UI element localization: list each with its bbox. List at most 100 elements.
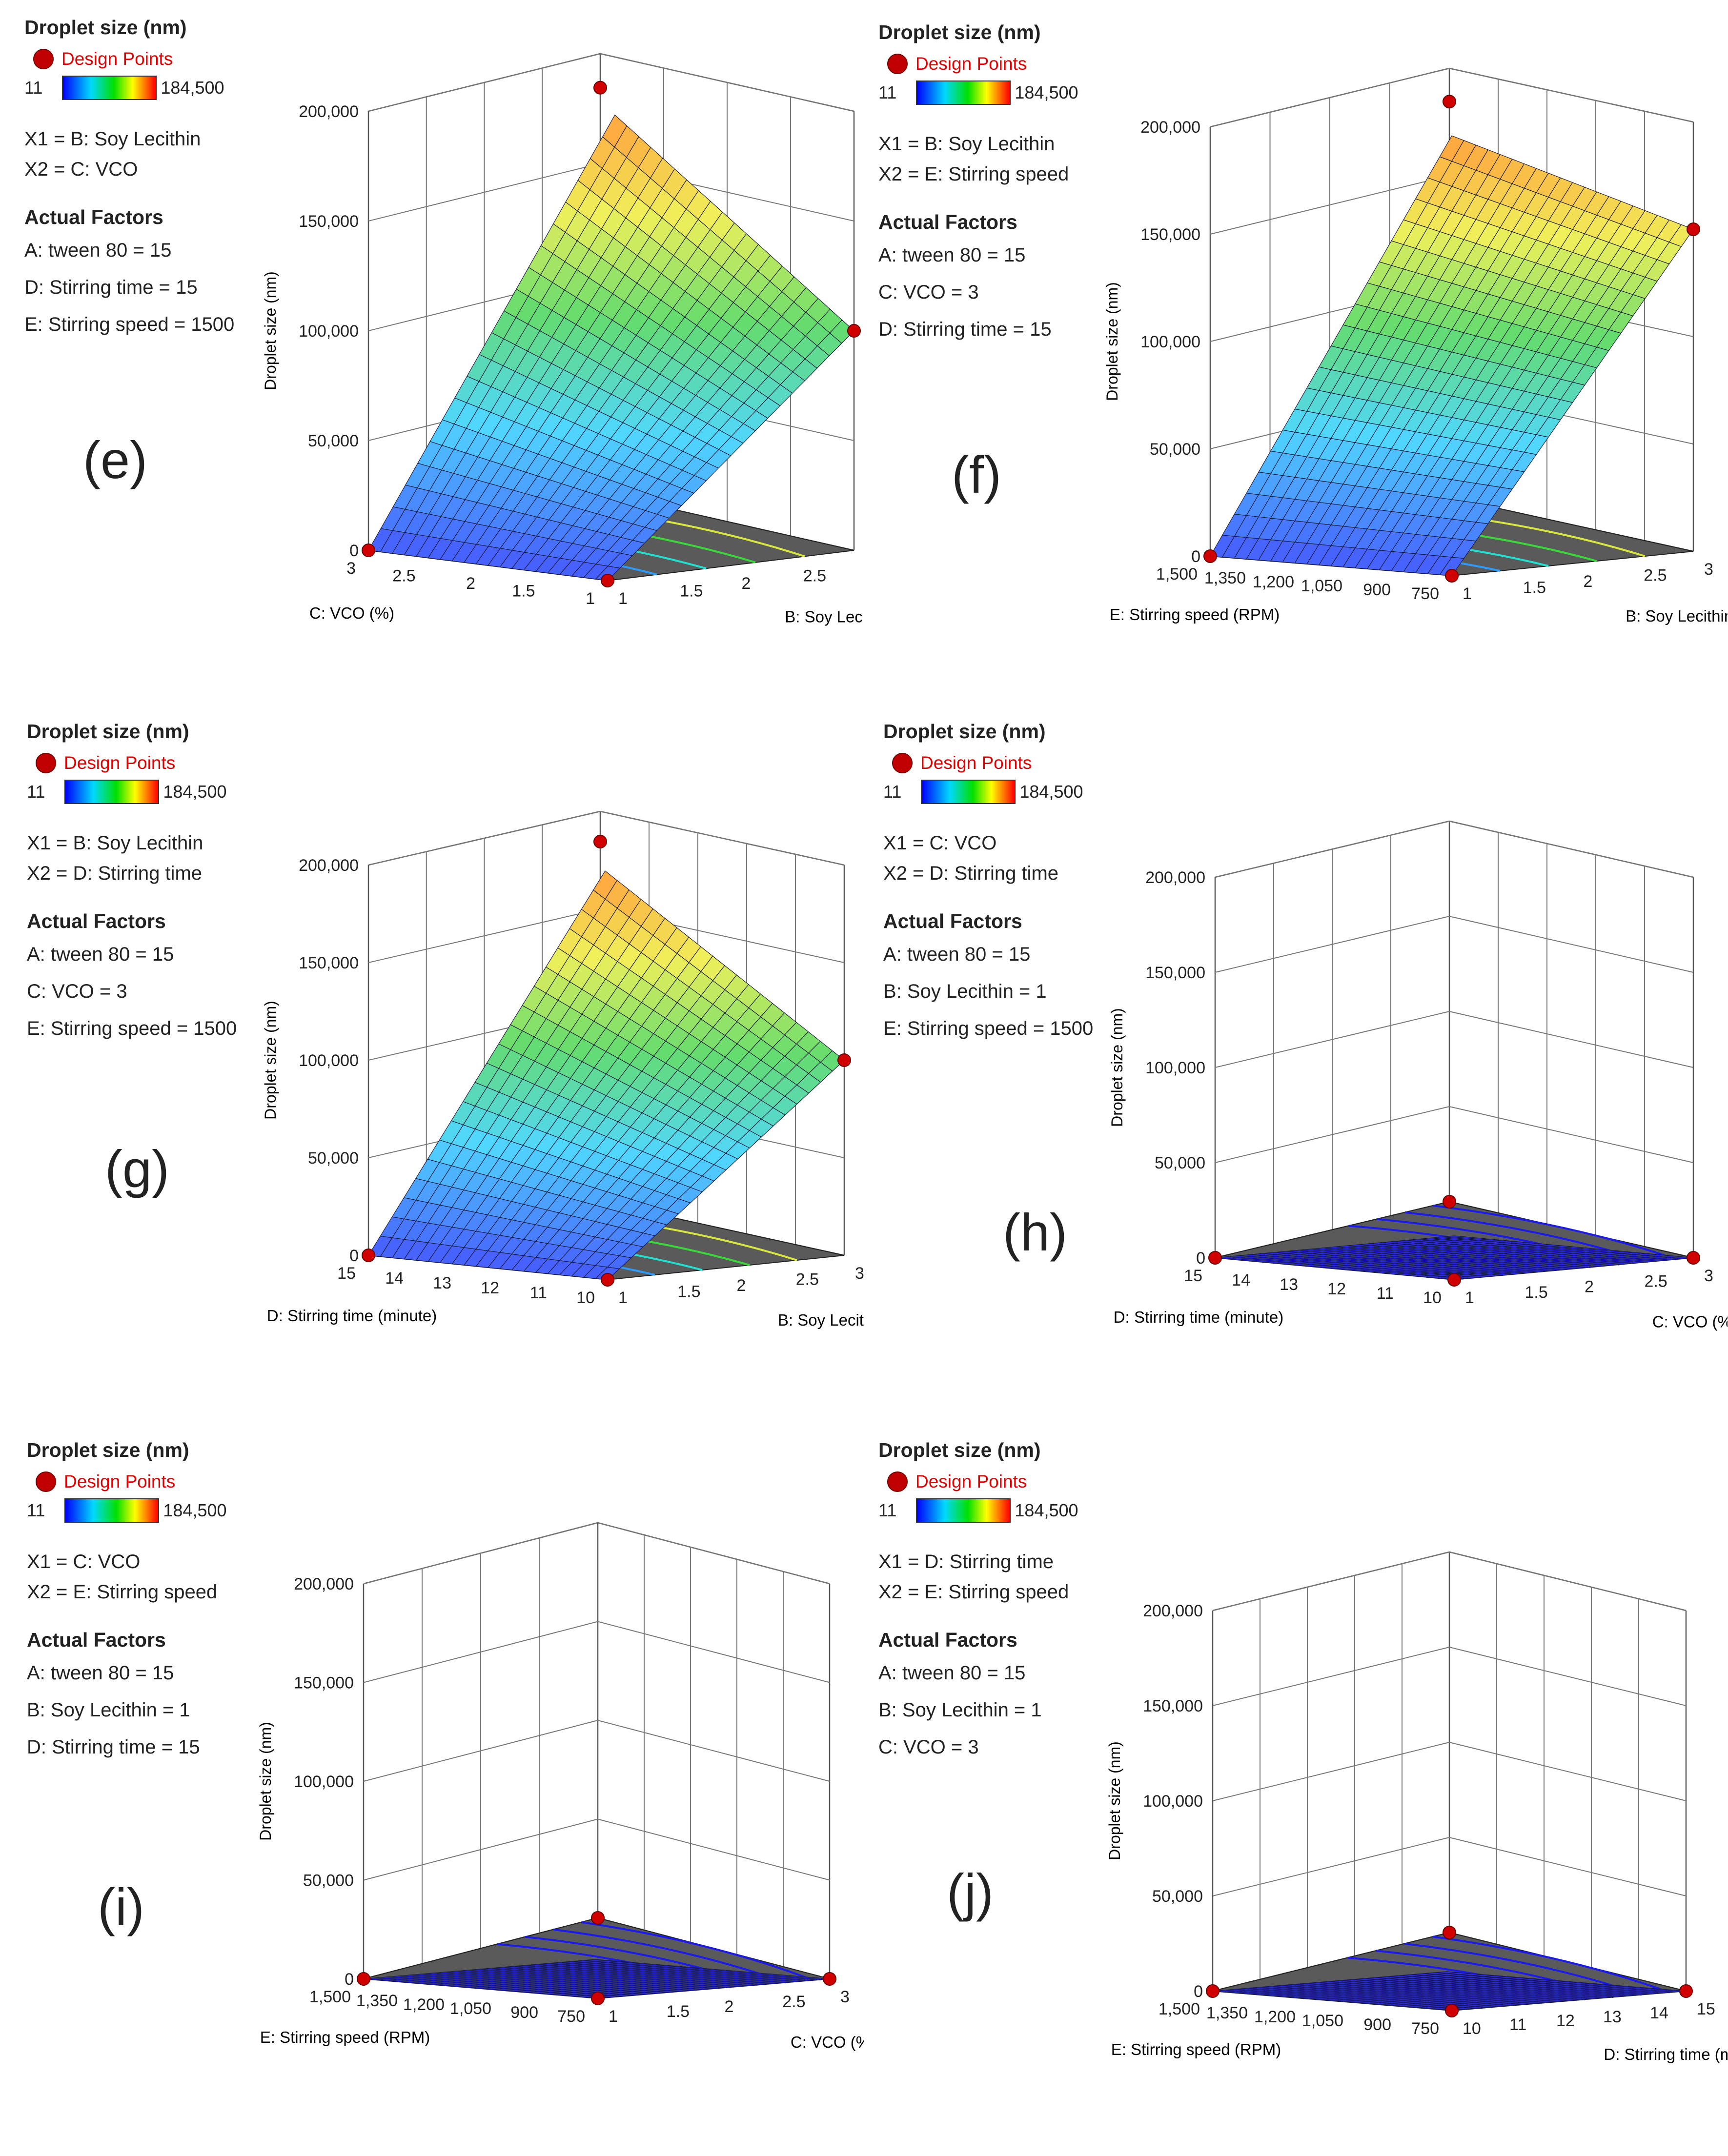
left-axis-tick-label: 1,050 bbox=[450, 1999, 491, 2018]
left-axis-title: C: VCO (%) bbox=[309, 604, 394, 622]
actual-factor-1: A: tween 80 = 15 bbox=[883, 943, 1031, 965]
response-surface bbox=[367, 870, 845, 1280]
x1-label: X1 = B: Soy Lecithin bbox=[24, 128, 201, 150]
actual-factor-3: E: Stirring speed = 1500 bbox=[883, 1017, 1094, 1039]
left-axis-tick-label: 12 bbox=[481, 1279, 499, 1297]
design-point-4 bbox=[1203, 549, 1217, 563]
panel-f: Droplet size (nm) Design Points 11 184,5… bbox=[864, 0, 1728, 719]
right-axis-title: B: Soy Lecithin (%) bbox=[785, 607, 864, 625]
right-floor-axis: 10 11 12 13 14 15 bbox=[1463, 2000, 1715, 2038]
design-point-2 bbox=[823, 1972, 836, 1986]
wall-gridlines bbox=[1212, 1552, 1687, 1992]
right-axis-tick-label: 2.5 bbox=[1645, 1272, 1667, 1290]
right-axis-tick-label: 3 bbox=[855, 1264, 864, 1283]
z-axis-title: Droplet size (nm) bbox=[257, 1722, 274, 1841]
left-axis-tick-label: 1,500 bbox=[1159, 2000, 1200, 2018]
color-gradient-bar bbox=[921, 780, 1016, 805]
design-points bbox=[1203, 95, 1700, 583]
left-axis-title: E: Stirring speed (RPM) bbox=[1111, 2040, 1281, 2058]
left-axis-tick-label: 1,200 bbox=[1254, 2008, 1296, 2026]
panel-label: (g) bbox=[105, 1139, 169, 1198]
right-axis-tick-label: 1 bbox=[618, 1289, 628, 1307]
z-tick-label: 50,000 bbox=[303, 1872, 354, 1890]
right-axis-tick-label: 1.5 bbox=[680, 582, 703, 601]
design-points-label: Design Points bbox=[920, 753, 1032, 773]
color-scale: 11 184,500 bbox=[883, 780, 1157, 805]
actual-factor-3: E: Stirring speed = 1500 bbox=[24, 313, 235, 335]
z-tick-label: 0 bbox=[1194, 1982, 1203, 2001]
right-axis-tick-label: 1 bbox=[609, 2007, 618, 2026]
x2-label: X2 = E: Stirring speed bbox=[878, 1581, 1069, 1603]
right-axis-tick-label: 1.5 bbox=[677, 1283, 700, 1301]
response-surface bbox=[363, 1959, 830, 1999]
design-point-2 bbox=[1687, 222, 1700, 236]
right-floor-axis: 1 1.5 2 2.5 3 bbox=[618, 1264, 864, 1307]
box-frame bbox=[1212, 1551, 1687, 1992]
design-point-1 bbox=[591, 1991, 605, 2005]
left-axis-tick-label: 14 bbox=[385, 1269, 404, 1288]
legend: Droplet size (nm) Design Points 11 184,5… bbox=[27, 719, 300, 1053]
design-points bbox=[362, 81, 861, 587]
x1-label: X1 = B: Soy Lecithin bbox=[878, 133, 1055, 155]
z-tick-label: 100,000 bbox=[1145, 1059, 1205, 1077]
right-axis-title: B: Soy Lecithin (%) bbox=[1626, 607, 1728, 625]
z-tick-label: 150,000 bbox=[1145, 964, 1205, 982]
scale-max: 184,500 bbox=[161, 77, 224, 98]
z-axis: 0 50,000 100,000 150,000 200,000 bbox=[294, 1575, 354, 1989]
actual-factor-3: D: Stirring time = 15 bbox=[878, 318, 1052, 340]
design-point-1 bbox=[1445, 2003, 1459, 2017]
panel-j: Droplet size (nm) Design Points 11 184,5… bbox=[864, 1437, 1728, 2156]
design-point-1 bbox=[601, 1273, 614, 1287]
left-axis-tick-label: 1,350 bbox=[356, 1992, 398, 2010]
right-axis-tick-label: 1 bbox=[618, 589, 628, 608]
z-tick-label: 0 bbox=[349, 542, 359, 560]
design-point-2 bbox=[1687, 1250, 1700, 1265]
actual-factor-3: D: Stirring time = 15 bbox=[27, 1736, 200, 1758]
x1-label: X1 = D: Stirring time bbox=[878, 1551, 1054, 1573]
actual-factor-3: C: VCO = 3 bbox=[878, 1736, 979, 1758]
z-tick-label: 100,000 bbox=[294, 1773, 354, 1791]
right-axis-tick-label: 1.5 bbox=[1523, 579, 1546, 597]
actual-factor-2: B: Soy Lecithin = 1 bbox=[883, 980, 1047, 1002]
left-axis-tick-label: 750 bbox=[557, 2007, 585, 2026]
panel-g: Droplet size (nm) Design Points 11 184,5… bbox=[0, 719, 864, 1437]
color-gradient-bar bbox=[62, 76, 157, 101]
legend: Droplet size (nm) Design Points 11 184,5… bbox=[878, 20, 1152, 354]
scale-max: 184,500 bbox=[1015, 82, 1078, 102]
actual-factors-heading: Actual Factors bbox=[878, 211, 1017, 234]
legend-title: Droplet size (nm) bbox=[883, 720, 1046, 743]
z-axis: 0 50,000 100,000 150,000 200,000 bbox=[1140, 118, 1200, 566]
left-axis-tick-label: 13 bbox=[433, 1274, 451, 1292]
left-axis-tick-label: 1,500 bbox=[309, 1988, 351, 2006]
right-axis-tick-label: 12 bbox=[1556, 2012, 1575, 2030]
left-axis-tick-label: 1 bbox=[586, 589, 595, 608]
design-points-label: Design Points bbox=[915, 1471, 1027, 1492]
right-axis-title: C: VCO (%) bbox=[791, 2033, 864, 2051]
box-frame bbox=[363, 1522, 831, 1980]
design-point-3 bbox=[593, 81, 607, 95]
wall-gridlines bbox=[1215, 821, 1694, 1258]
scale-min: 11 bbox=[878, 1500, 897, 1520]
right-axis-tick-label: 3 bbox=[1704, 1267, 1713, 1285]
design-point-2 bbox=[847, 324, 861, 338]
design-points-label: Design Points bbox=[64, 1471, 176, 1492]
z-tick-label: 200,000 bbox=[1145, 868, 1205, 887]
left-axis-tick-label: 14 bbox=[1232, 1271, 1250, 1290]
design-point-icon bbox=[887, 54, 908, 75]
right-axis-tick-label: 1.5 bbox=[1525, 1283, 1548, 1302]
actual-factor-3: E: Stirring speed = 1500 bbox=[27, 1017, 237, 1039]
z-tick-label: 100,000 bbox=[299, 1051, 359, 1070]
z-tick-label: 200,000 bbox=[1143, 1602, 1203, 1620]
right-floor-axis: 1 1.5 2 2.5 3 bbox=[1463, 560, 1713, 603]
panel-i: Droplet size (nm) Design Points 11 184,5… bbox=[0, 1437, 864, 2156]
wall-gridlines bbox=[363, 1522, 830, 1979]
surface-plot-f: 0 50,000 100,000 150,000 200,000 Droplet size… bbox=[1103, 67, 1728, 625]
z-tick-label: 0 bbox=[1191, 547, 1200, 566]
right-axis-tick-label: 2.5 bbox=[782, 1993, 805, 2011]
left-axis-tick-label: 1,050 bbox=[1301, 577, 1342, 595]
scale-min: 11 bbox=[24, 77, 43, 98]
z-axis-title: Droplet size (nm) bbox=[1106, 1741, 1123, 1860]
right-axis-tick-label: 2.5 bbox=[803, 567, 826, 585]
z-tick-label: 50,000 bbox=[308, 432, 359, 450]
x2-label: X2 = E: Stirring speed bbox=[27, 1581, 218, 1603]
